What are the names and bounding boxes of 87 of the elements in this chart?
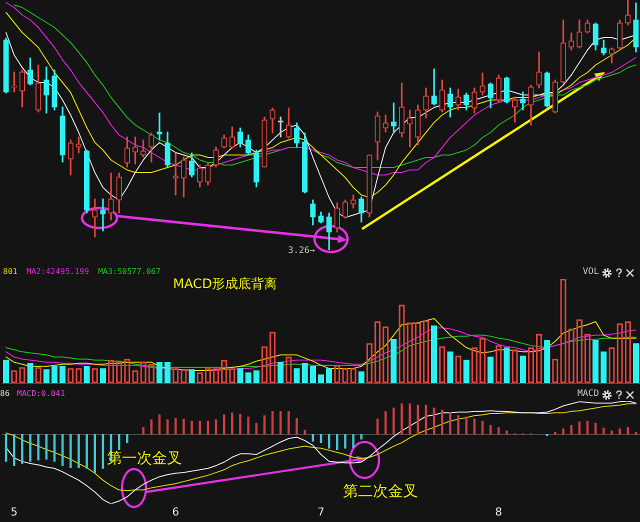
bar [29,434,32,462]
annotation: 第一次金叉 [107,449,182,467]
bar [504,347,510,383]
bar [336,434,338,450]
bar [602,428,605,435]
candlestick [431,68,437,106]
bar [294,368,300,383]
bar [126,434,128,444]
bar [488,356,494,383]
bar [544,340,550,383]
bar [430,325,438,383]
bar [400,403,403,435]
annotation: MACD形成底背离 [173,277,277,292]
bar [408,403,411,435]
bar [278,362,284,383]
bar [2,360,10,383]
bar [70,434,72,468]
bar [37,434,40,460]
bar [51,366,58,383]
bar [358,371,364,383]
bar [188,369,195,383]
bar [592,340,599,383]
bar [78,434,80,468]
bar [59,366,66,383]
bar [554,432,556,435]
bar [182,418,185,435]
bar [344,434,346,449]
bar [302,362,308,383]
x-tick-label: 7 [318,505,324,518]
bar [94,434,96,473]
bar [465,416,468,435]
bar [463,360,470,383]
bar [360,434,363,440]
bar [562,428,564,435]
bar [100,368,106,383]
candlestick [100,198,106,232]
text: MACD:0.041 [17,389,66,398]
bar [506,430,508,435]
x-tick-label: 8 [495,505,502,518]
bar [142,427,144,435]
text: MA2:42495.199 [26,267,90,276]
bar [253,370,260,383]
bar [600,351,607,383]
bar [441,410,444,435]
bar [310,366,316,383]
bar [231,412,234,435]
bar [326,368,332,383]
x-tick-label: 5 [10,505,18,518]
bar [156,362,163,383]
x-tick-label: 6 [172,505,180,518]
bar [174,418,177,435]
bar [449,412,452,435]
bar [520,356,526,383]
bar [245,372,252,383]
bar [279,411,282,435]
bar [296,418,298,435]
bar [632,343,640,383]
bar [164,362,171,383]
bar [21,434,24,464]
bar [43,369,50,383]
bar [84,366,90,383]
bar [498,427,500,435]
bar [190,420,193,435]
bar [239,414,242,435]
bar [390,338,397,383]
annotation: 3.26→ [288,246,316,256]
bar [610,430,613,435]
annotation: 第二次金叉 [343,482,418,500]
chart-title: MACD [577,389,599,399]
bar [86,434,88,469]
bar [198,420,201,435]
bar [288,411,290,435]
bar [457,415,460,435]
bar [237,368,244,383]
bar [570,424,572,435]
bar [27,362,34,383]
bar [447,351,454,383]
text: 86 [0,389,10,398]
bar [247,416,250,435]
bar [352,434,354,448]
bar [392,408,395,435]
bar [618,428,621,435]
text: MA3:50577.067 [98,267,161,276]
bar [304,430,306,435]
candlestick [156,112,162,140]
text: 801 [3,267,18,276]
chart-title: VOL [582,267,599,277]
